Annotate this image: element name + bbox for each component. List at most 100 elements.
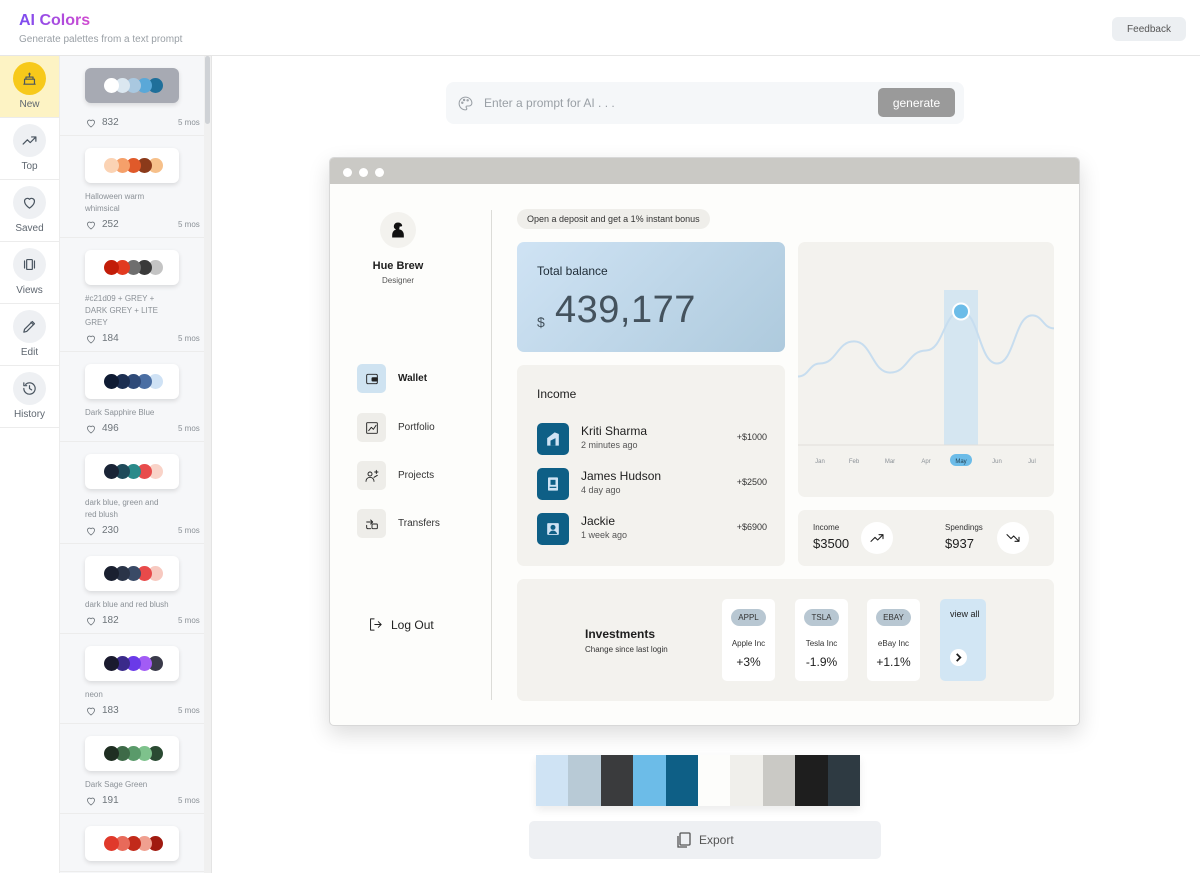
palette-thumbnail[interactable] [85, 736, 179, 771]
app-subtitle: Generate palettes from a text prompt [19, 34, 183, 45]
palette-color-dot [137, 836, 152, 851]
heart-icon[interactable] [85, 333, 97, 345]
color-swatch[interactable] [568, 755, 601, 806]
heart-icon[interactable] [85, 525, 97, 537]
stock-name: eBay Inc [877, 639, 910, 648]
palette-color-dot [115, 78, 130, 93]
palette-card[interactable]: 832 5 mos [60, 68, 204, 136]
payment-time: 4 day ago [581, 485, 621, 495]
balance-chart: Jan Feb Mar Apr May Jun Jul [798, 290, 1054, 466]
prompt-input[interactable] [484, 93, 864, 113]
color-swatch[interactable] [795, 755, 828, 806]
palette-color-dot [126, 260, 141, 275]
color-swatch[interactable] [536, 755, 569, 806]
palette-thumbnail[interactable] [85, 68, 179, 103]
portfolio-chart-icon [357, 413, 386, 442]
stock-card[interactable]: EBAY eBay Inc +1.1% [867, 599, 920, 681]
month-label[interactable]: Apr [921, 459, 930, 465]
heart-icon[interactable] [85, 219, 97, 231]
menu-item-projects[interactable]: Projects [357, 461, 467, 491]
trending-up-icon[interactable] [861, 522, 893, 554]
color-swatch[interactable] [730, 755, 763, 806]
palette-color-dot [137, 746, 152, 761]
palette-card[interactable]: #c21d09 + GREY + DARK GREY + LITE GREY 18… [60, 250, 204, 352]
palette-card[interactable]: Dark Sapphire Blue 496 5 mos [60, 364, 204, 442]
month-label[interactable]: Mar [885, 459, 895, 465]
heart-icon[interactable] [85, 795, 97, 807]
month-label[interactable]: Jan [815, 459, 825, 465]
income-row[interactable]: Jackie 1 week ago +$6900 [537, 513, 767, 547]
color-swatch[interactable] [633, 755, 666, 806]
scrollbar-thumb[interactable] [205, 56, 210, 124]
feedback-button[interactable]: Feedback [1112, 17, 1186, 41]
palette-card[interactable]: dark blue and red blush 182 5 mos [60, 556, 204, 634]
palette-thumbnail[interactable] [85, 556, 179, 591]
like-count: 230 [102, 525, 119, 536]
stock-card[interactable]: APPL Apple Inc +3% [722, 599, 775, 681]
heart-icon[interactable] [85, 705, 97, 717]
nav-item-new[interactable]: New [0, 56, 59, 118]
heart-icon[interactable] [85, 423, 97, 435]
investments-title: Investments [585, 627, 656, 641]
like-count: 252 [102, 219, 119, 230]
color-swatch[interactable] [665, 755, 699, 806]
stock-card[interactable]: TSLA Tesla Inc -1.9% [795, 599, 848, 681]
palette-thumbnail[interactable] [85, 250, 179, 285]
palette-color-dot [126, 656, 141, 671]
palette-card[interactable] [60, 826, 204, 872]
payment-amount: +$1000 [736, 432, 767, 442]
nav-item-top[interactable]: Top [0, 118, 59, 180]
selected-month-pill[interactable] [950, 454, 972, 466]
promo-banner[interactable]: Open a deposit and get a 1% instant bonu… [517, 209, 710, 229]
month-label[interactable]: May [955, 459, 966, 465]
payer-name: Jackie [581, 514, 616, 528]
palette-list: 832 5 mos Halloween warm whimsical 252 5 mos… [60, 56, 204, 873]
palette-thumbnail[interactable] [85, 826, 179, 861]
user-role: Designer [381, 276, 414, 285]
palette-color-dot [104, 656, 119, 671]
color-swatch[interactable] [600, 755, 634, 806]
palette-thumbnail[interactable] [85, 646, 179, 681]
palette-list-scrollbar[interactable] [204, 56, 212, 873]
palette-card[interactable]: Halloween warm whimsical 252 5 mos [60, 148, 204, 238]
palette-thumbnail[interactable] [85, 454, 179, 489]
color-swatch[interactable] [762, 755, 796, 806]
color-swatch[interactable] [698, 755, 731, 806]
logout-button[interactable]: Log Out [367, 616, 467, 636]
trending-down-icon[interactable] [997, 522, 1029, 554]
nav-label: Top [21, 161, 38, 172]
nav-item-edit[interactable]: Edit [0, 304, 59, 366]
menu-item-transfers[interactable]: Transfers [357, 509, 467, 539]
menu-item-wallet[interactable]: Wallet [357, 364, 467, 394]
income-row[interactable]: James Hudson 4 day ago +$2500 [537, 468, 767, 502]
palette-thumbnail[interactable] [85, 148, 179, 183]
palette-icon [457, 95, 474, 112]
nav-item-history[interactable]: History [0, 366, 59, 428]
export-button[interactable]: Export [529, 821, 881, 859]
payer-name: Kriti Sharma [581, 424, 648, 438]
nav-item-saved[interactable]: Saved [0, 180, 59, 242]
chevron-right-icon[interactable] [950, 649, 967, 666]
palette-color-dot [148, 464, 163, 479]
income-stat-label: Income [813, 523, 840, 532]
chart-selected-point[interactable] [952, 302, 970, 321]
payer-name: James Hudson [581, 469, 662, 483]
palette-date: 5 mos [178, 334, 200, 343]
menu-item-portfolio[interactable]: Portfolio [357, 413, 467, 443]
income-row[interactable]: Kriti Sharma 2 minutes ago +$1000 [537, 423, 767, 457]
month-label[interactable]: Feb [849, 459, 860, 465]
month-label[interactable]: Jun [992, 459, 1002, 465]
stock-name: Apple Inc [731, 639, 766, 648]
generate-button[interactable]: generate [878, 88, 955, 117]
heart-icon[interactable] [85, 615, 97, 627]
color-swatch[interactable] [827, 755, 861, 806]
heart-icon[interactable] [85, 117, 97, 129]
palette-card[interactable]: dark blue, green and red blush 230 5 mos [60, 454, 204, 544]
palette-color-dot [104, 374, 119, 389]
palette-card[interactable]: Dark Sage Green 191 5 mos [60, 736, 204, 814]
view-all-card[interactable]: view all [940, 599, 986, 681]
palette-thumbnail[interactable] [85, 364, 179, 399]
palette-card[interactable]: neon 183 5 mos [60, 646, 204, 724]
month-label[interactable]: Jul [1028, 459, 1036, 465]
nav-item-views[interactable]: Views [0, 242, 59, 304]
